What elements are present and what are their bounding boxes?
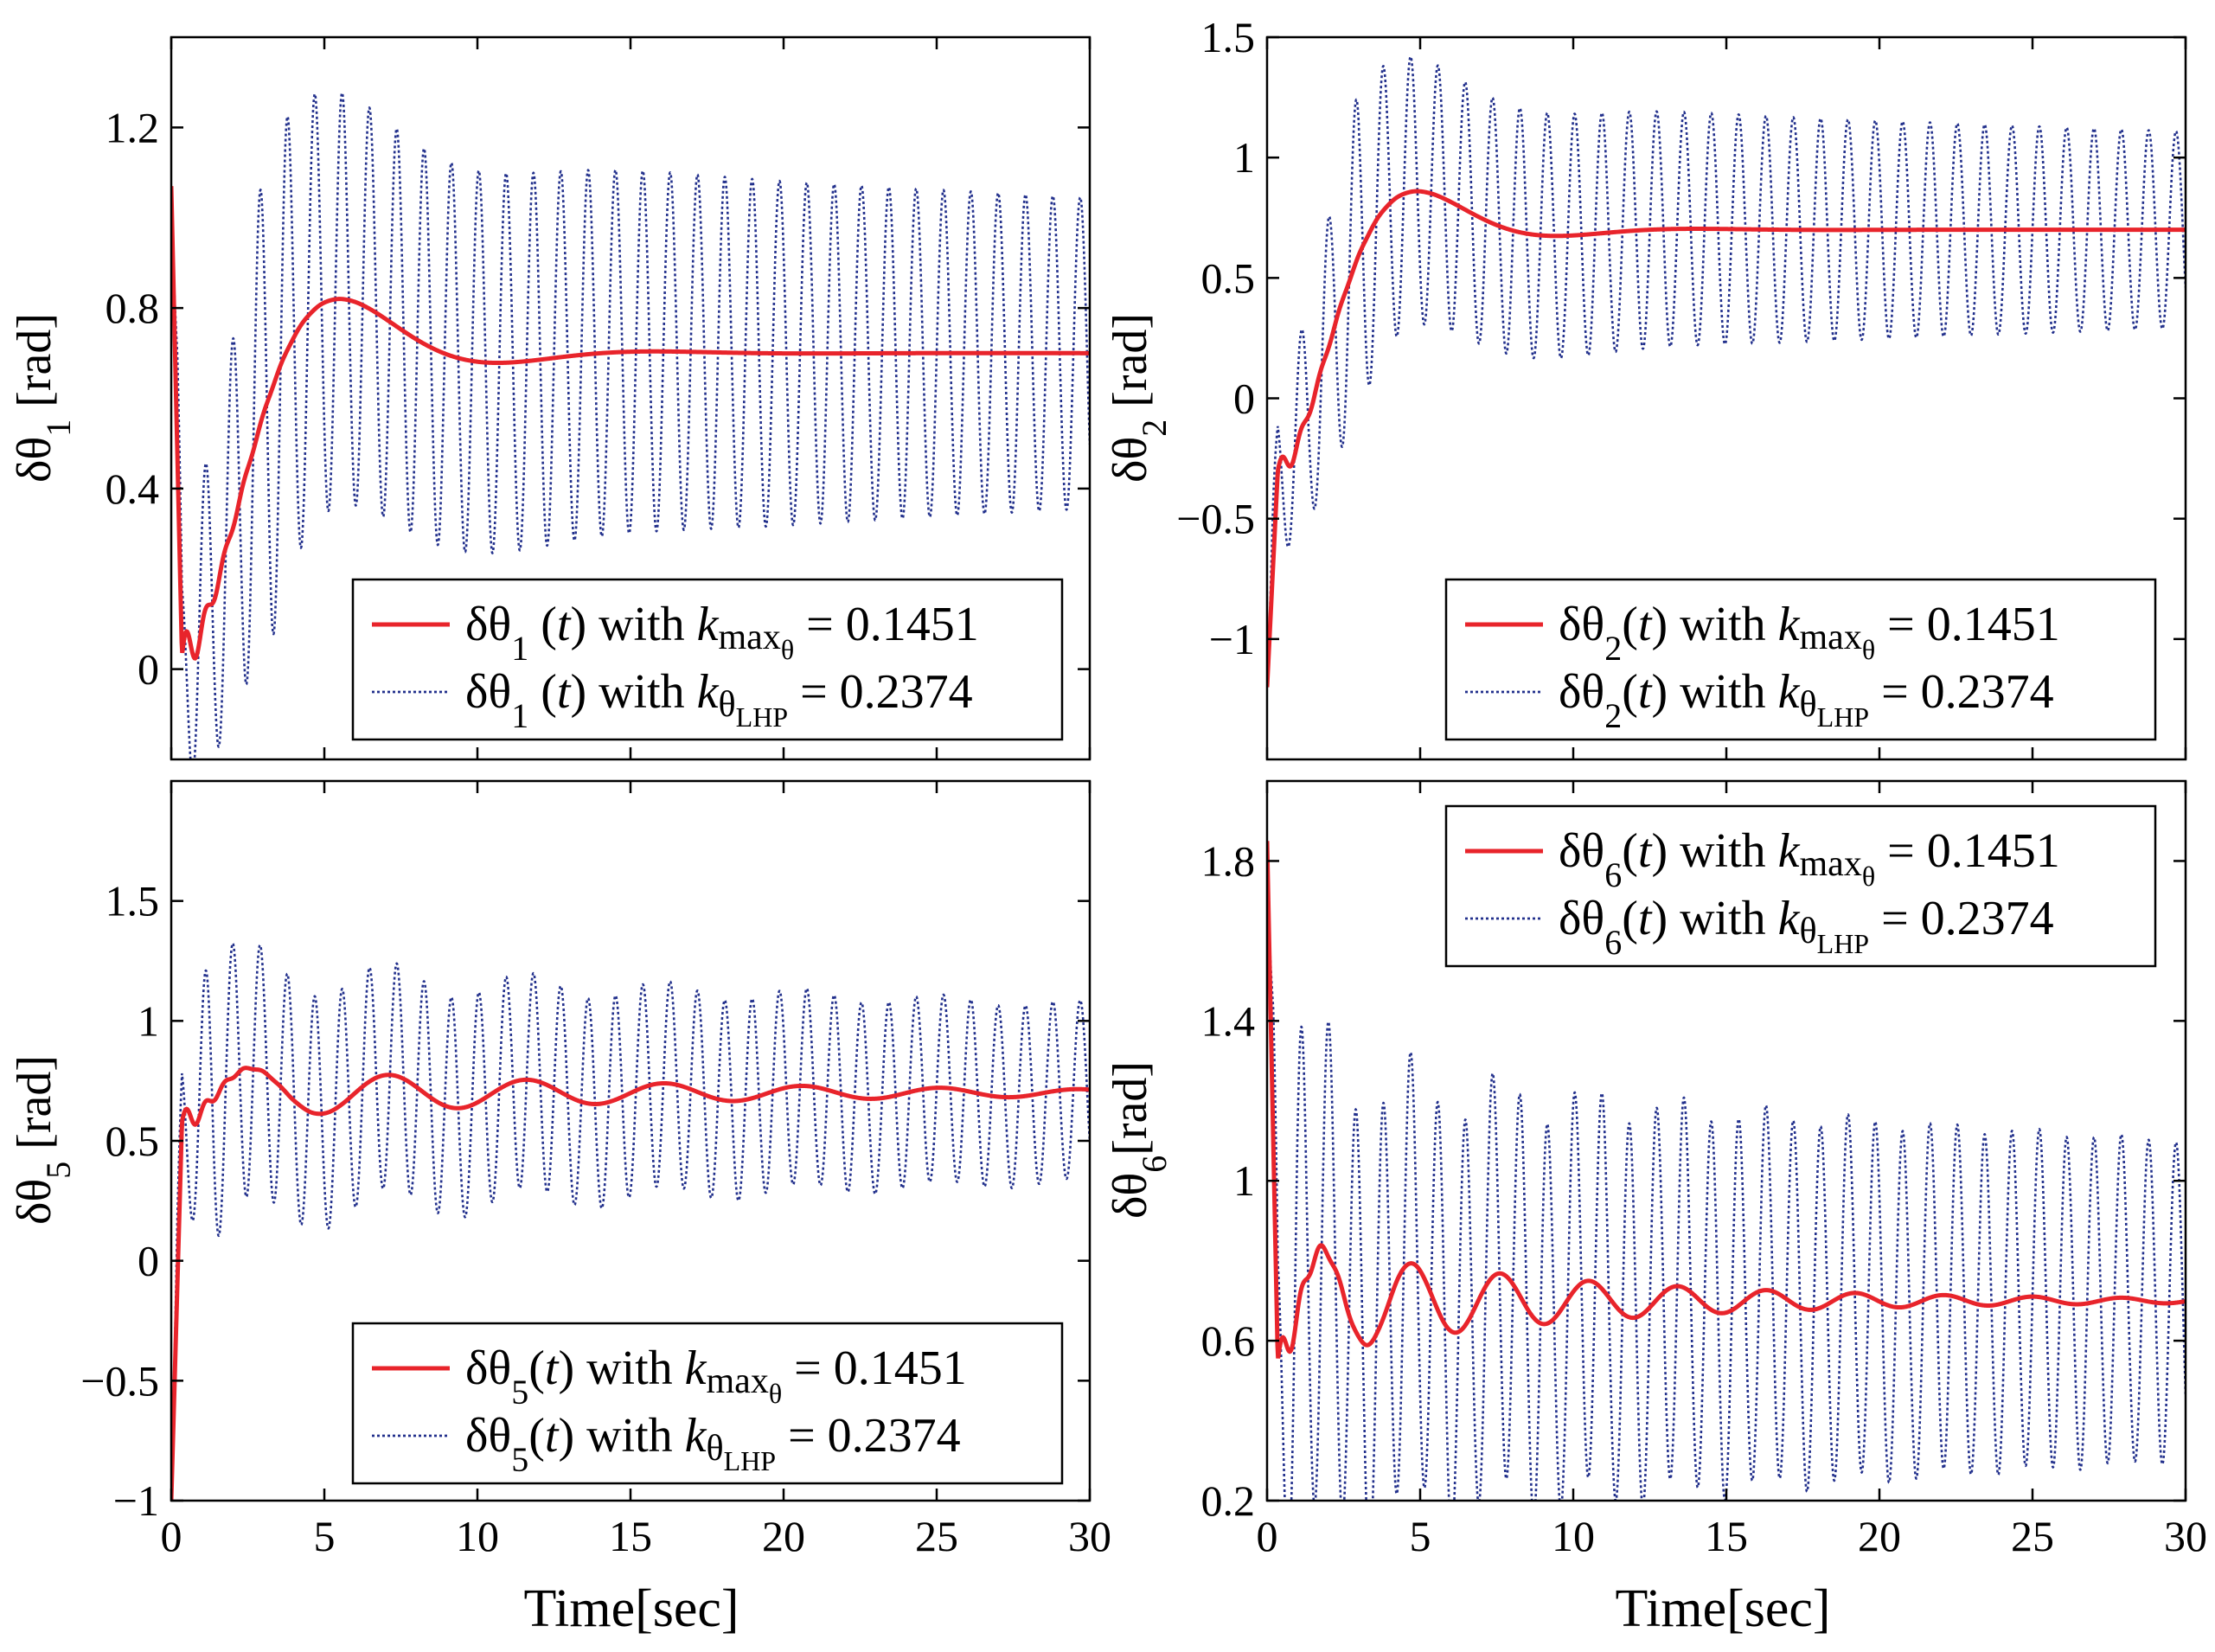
y-tick-label-p1-2: 0.8 (106, 284, 160, 332)
x-tick-label-p6-2: 10 (1552, 1512, 1595, 1560)
y-axis-label-p5: δθ5 [rad] (8, 1055, 78, 1225)
series-blue-p1 (171, 91, 1090, 759)
y-tick-label-p5-2: 0 (138, 1237, 159, 1285)
y-tick-label-p1-1: 0.4 (106, 464, 160, 513)
legend-label-blue-p1: δθ1 (t) with kθLHP = 0.2374 (465, 665, 973, 735)
y-tick-label-p5-5: 1.5 (106, 877, 160, 925)
legend-label-red-p1: δθ1 (t) with kmaxθ = 0.1451 (465, 598, 979, 668)
legend-label-red-p6: δθ6(t) with kmaxθ = 0.1451 (1559, 824, 2060, 894)
x-tick-label-p5-5: 25 (915, 1512, 958, 1560)
x-tick-label-p6-5: 25 (2011, 1512, 2054, 1560)
x-tick-label-p6-4: 20 (1858, 1512, 1901, 1560)
x-tick-label-p5-6: 30 (1068, 1512, 1111, 1560)
x-axis-label-left: Time[sec] (523, 1579, 739, 1638)
y-tick-label-p5-4: 1 (138, 996, 159, 1045)
x-tick-label-p6-6: 30 (2164, 1512, 2207, 1560)
panel-p5: 0 5 10 15 20 25 30 −1 −0.5 0 0.5 1 1.5 δθ5 [rad] δθ5(t… (8, 779, 1111, 1560)
x-tick-label-p5-0: 0 (161, 1512, 182, 1560)
x-tick-label-p6-0: 0 (1257, 1512, 1278, 1560)
y-axis-label-p1: δθ1 [rad] (8, 313, 78, 483)
y-tick-label-p1-3: 1.2 (106, 103, 160, 151)
x-tick-label-p6-1: 5 (1410, 1512, 1431, 1560)
panel-p2: −1 −0.5 0 0.5 1 1.5 δθ2 [rad] δθ2(t) with kmaxθ… (1104, 13, 2187, 761)
y-tick-label-p2-0: −1 (1209, 615, 1255, 663)
panel-p1: 0 0.4 0.8 1.2 δθ1 [rad] δθ1 (t) with kmaxθ = … (8, 35, 1091, 761)
y-tick-label-p6-4: 1.8 (1201, 836, 1256, 885)
legend-label-red-p5: δθ5(t) with kmaxθ = 0.1451 (465, 1341, 967, 1412)
x-tick-label-p5-2: 10 (456, 1512, 499, 1560)
y-tick-label-p1-0: 0 (138, 645, 159, 694)
y-tick-label-p6-1: 0.6 (1201, 1316, 1256, 1365)
y-tick-label-p2-5: 1.5 (1201, 13, 1256, 61)
series-red-p5 (171, 1066, 1090, 1501)
y-tick-label-p2-1: −0.5 (1176, 495, 1255, 543)
y-tick-label-p5-3: 0.5 (106, 1117, 160, 1165)
legend-label-blue-p5: δθ5(t) with kθLHP = 0.2374 (465, 1409, 961, 1479)
y-tick-label-p2-2: 0 (1233, 375, 1255, 423)
y-tick-label-p2-4: 1 (1233, 133, 1255, 182)
y-tick-label-p6-3: 1.4 (1201, 996, 1256, 1045)
series-red-p6 (1267, 841, 2186, 1359)
series-red-p1 (171, 186, 1090, 661)
y-tick-label-p2-3: 0.5 (1201, 253, 1256, 302)
x-tick-label-p5-4: 20 (762, 1512, 805, 1560)
y-tick-label-p6-2: 1 (1233, 1156, 1255, 1205)
x-tick-label-p5-3: 15 (609, 1512, 652, 1560)
legend-label-blue-p2: δθ2(t) with kθLHP = 0.2374 (1559, 665, 2054, 735)
y-tick-label-p6-0: 0.2 (1201, 1476, 1256, 1525)
x-axis-label-right: Time[sec] (1615, 1579, 1830, 1638)
x-tick-label-p6-3: 15 (1705, 1512, 1748, 1560)
y-axis-label-p6: δθ6[rad] (1104, 1061, 1174, 1219)
series-red-p2 (1267, 189, 2186, 688)
legend-label-red-p2: δθ2(t) with kmaxθ = 0.1451 (1559, 598, 2060, 668)
y-tick-label-p5-1: −0.5 (80, 1356, 159, 1405)
y-tick-label-p5-0: −1 (113, 1476, 159, 1525)
legend-label-blue-p6: δθ6(t) with kθLHP = 0.2374 (1559, 892, 2054, 962)
y-axis-label-p2: δθ2 [rad] (1104, 313, 1174, 483)
x-tick-label-p5-1: 5 (314, 1512, 336, 1560)
panel-p6: 0 5 10 15 20 25 30 0.2 0.6 1 1.4 1.8 δθ6[rad] δθ6(t) … (1104, 779, 2207, 1560)
